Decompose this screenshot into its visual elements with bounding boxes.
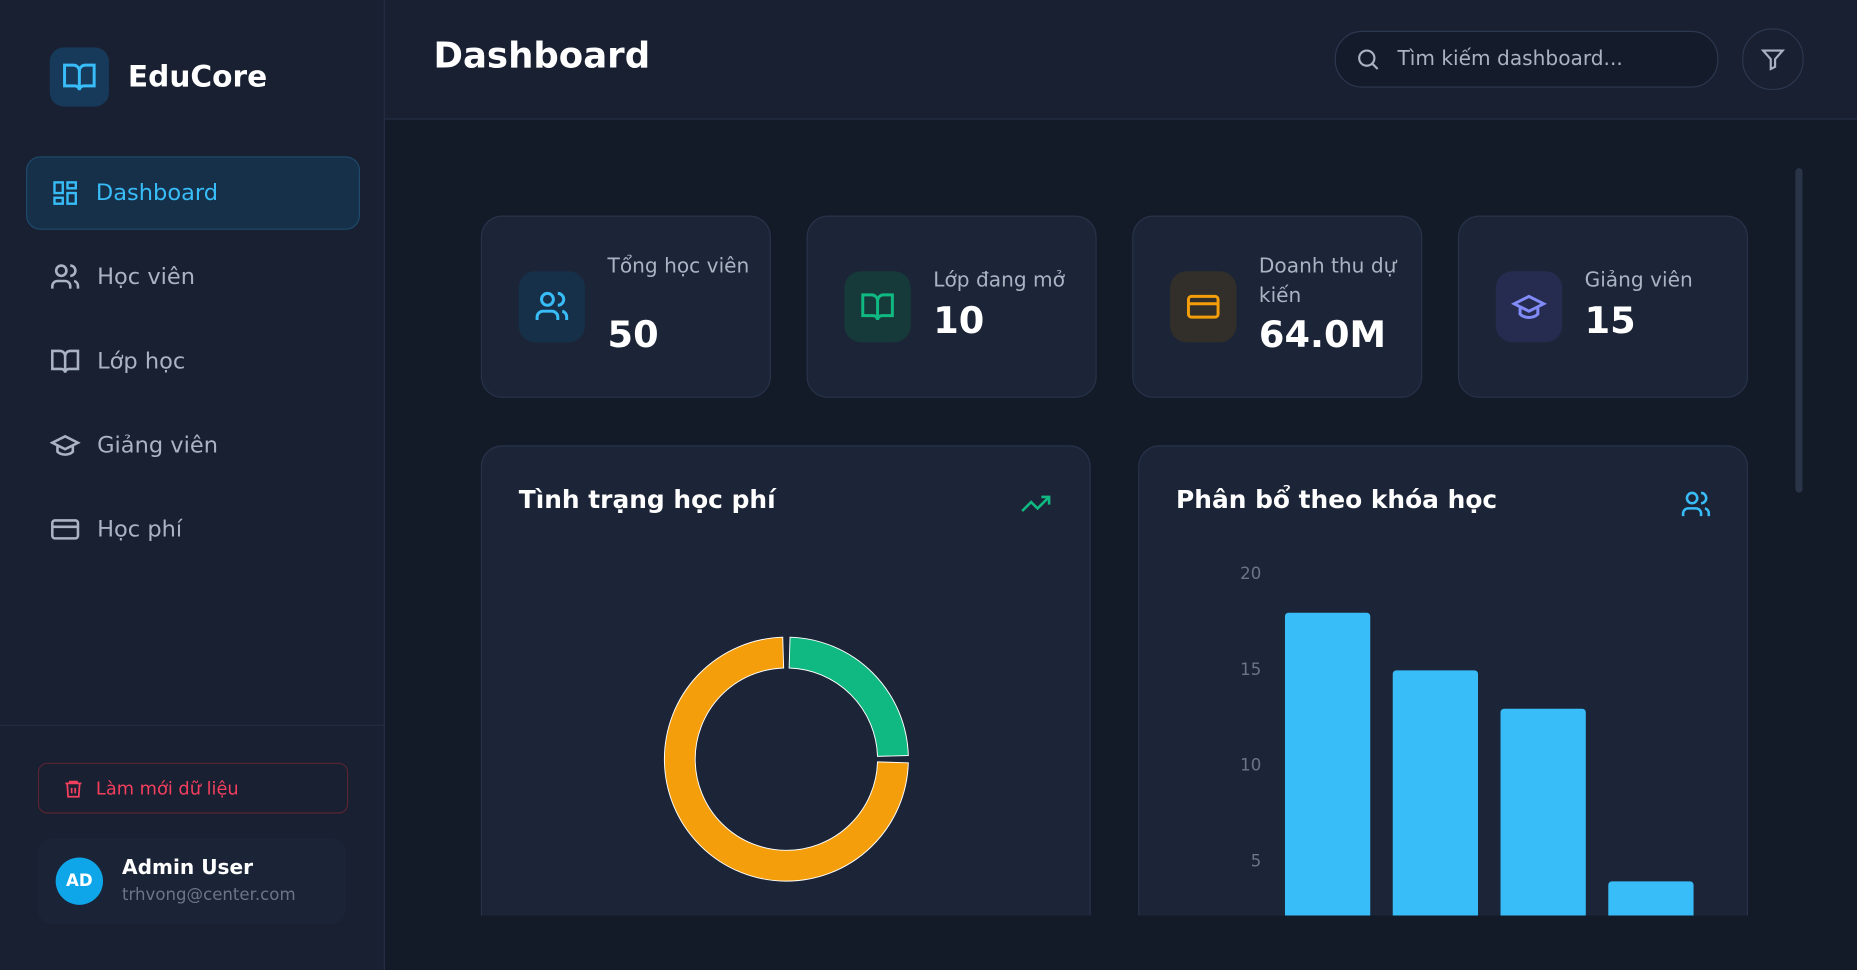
sidebar: EduCore Dashboard Học viên Lớp học Giảng… [0,0,385,970]
stat-value: 50 [607,313,659,357]
content: Tổng học viên 50 Lớp đang mở 10 Doanh thu dự… [385,120,1782,916]
search-placeholder: Tìm kiếm dashboard... [1397,47,1623,72]
user-email: trhvong@center.com [121,885,296,905]
nav-label: Giảng viên [97,432,218,459]
nav-item[interactable]: Dashboard [26,156,361,230]
stat-card: Doanh thu dự kiến 64.0M [1132,215,1423,398]
user-name: Admin User [121,856,254,880]
donut-segment [663,636,909,882]
stat-icon [844,271,911,343]
stat-value: 15 [1584,299,1636,343]
stat-label: Giảng viên [1584,268,1693,293]
donut-segment [788,636,909,757]
stat-label: Tổng học viên [607,254,750,279]
brand: EduCore [127,59,268,94]
chart-title: Phân bổ theo khóa học [1176,485,1498,514]
stat-label: Doanh thu dự kiến [1258,254,1397,308]
header: Dashboard Tìm kiếm dashboard... [384,0,1857,120]
stat-icon [1495,271,1563,343]
stat-icon [1170,271,1237,343]
nav-label: Dashboard [95,180,219,207]
y-tick-label: 20 [1240,564,1261,583]
reset-label: Làm mới dữ liệu [95,777,239,799]
y-tick-label: 15 [1240,660,1261,679]
bar [1284,612,1371,916]
avatar: AD [55,857,104,905]
y-tick-label: 5 [1251,852,1262,871]
chart-card: Phân bổ theo khóa học 5 10 15 20 [1138,445,1749,916]
nav-label: Lớp học [97,348,186,375]
stat-icon [518,271,586,343]
donut-chart [663,636,909,882]
scrollbar[interactable] [1795,168,1803,493]
stat-card: Lớp đang mở 10 [806,215,1097,398]
nav-label: Học viên [97,264,196,291]
nav-label: Học phí [97,516,183,543]
logo [49,47,109,107]
stat-value: 64.0M [1258,313,1387,357]
stat-card: Tổng học viên 50 [480,215,771,398]
nav-item[interactable]: Giảng viên [26,410,358,481]
bar [1608,881,1694,916]
icon [535,291,569,321]
icon [1186,294,1220,319]
stat-card: Giảng viên 15 [1457,215,1749,398]
chart-title: Tình trạng học phí [518,485,776,514]
chart-card: Tình trạng học phí [480,445,1091,916]
nav-item[interactable]: Học phí [26,494,358,565]
nav-item[interactable]: Lớp học [26,326,358,397]
icon [1511,294,1547,319]
user-card: AD Admin User trhvong@center.com [37,838,346,924]
bar [1500,708,1586,916]
stat-label: Lớp đang mở [933,268,1065,293]
icon [861,293,894,321]
y-tick-label: 10 [1240,756,1261,775]
bar-chart: 5 10 15 20 [1240,564,1694,916]
reset-button[interactable]: Làm mới dữ liệu [37,762,349,814]
nav-item[interactable]: Học viên [26,242,358,313]
bar [1392,670,1479,916]
filter-button[interactable] [1742,28,1804,91]
stat-value: 10 [933,299,985,343]
search-box[interactable]: Tìm kiếm dashboard... [1334,30,1719,88]
page-title: Dashboard [433,35,651,77]
